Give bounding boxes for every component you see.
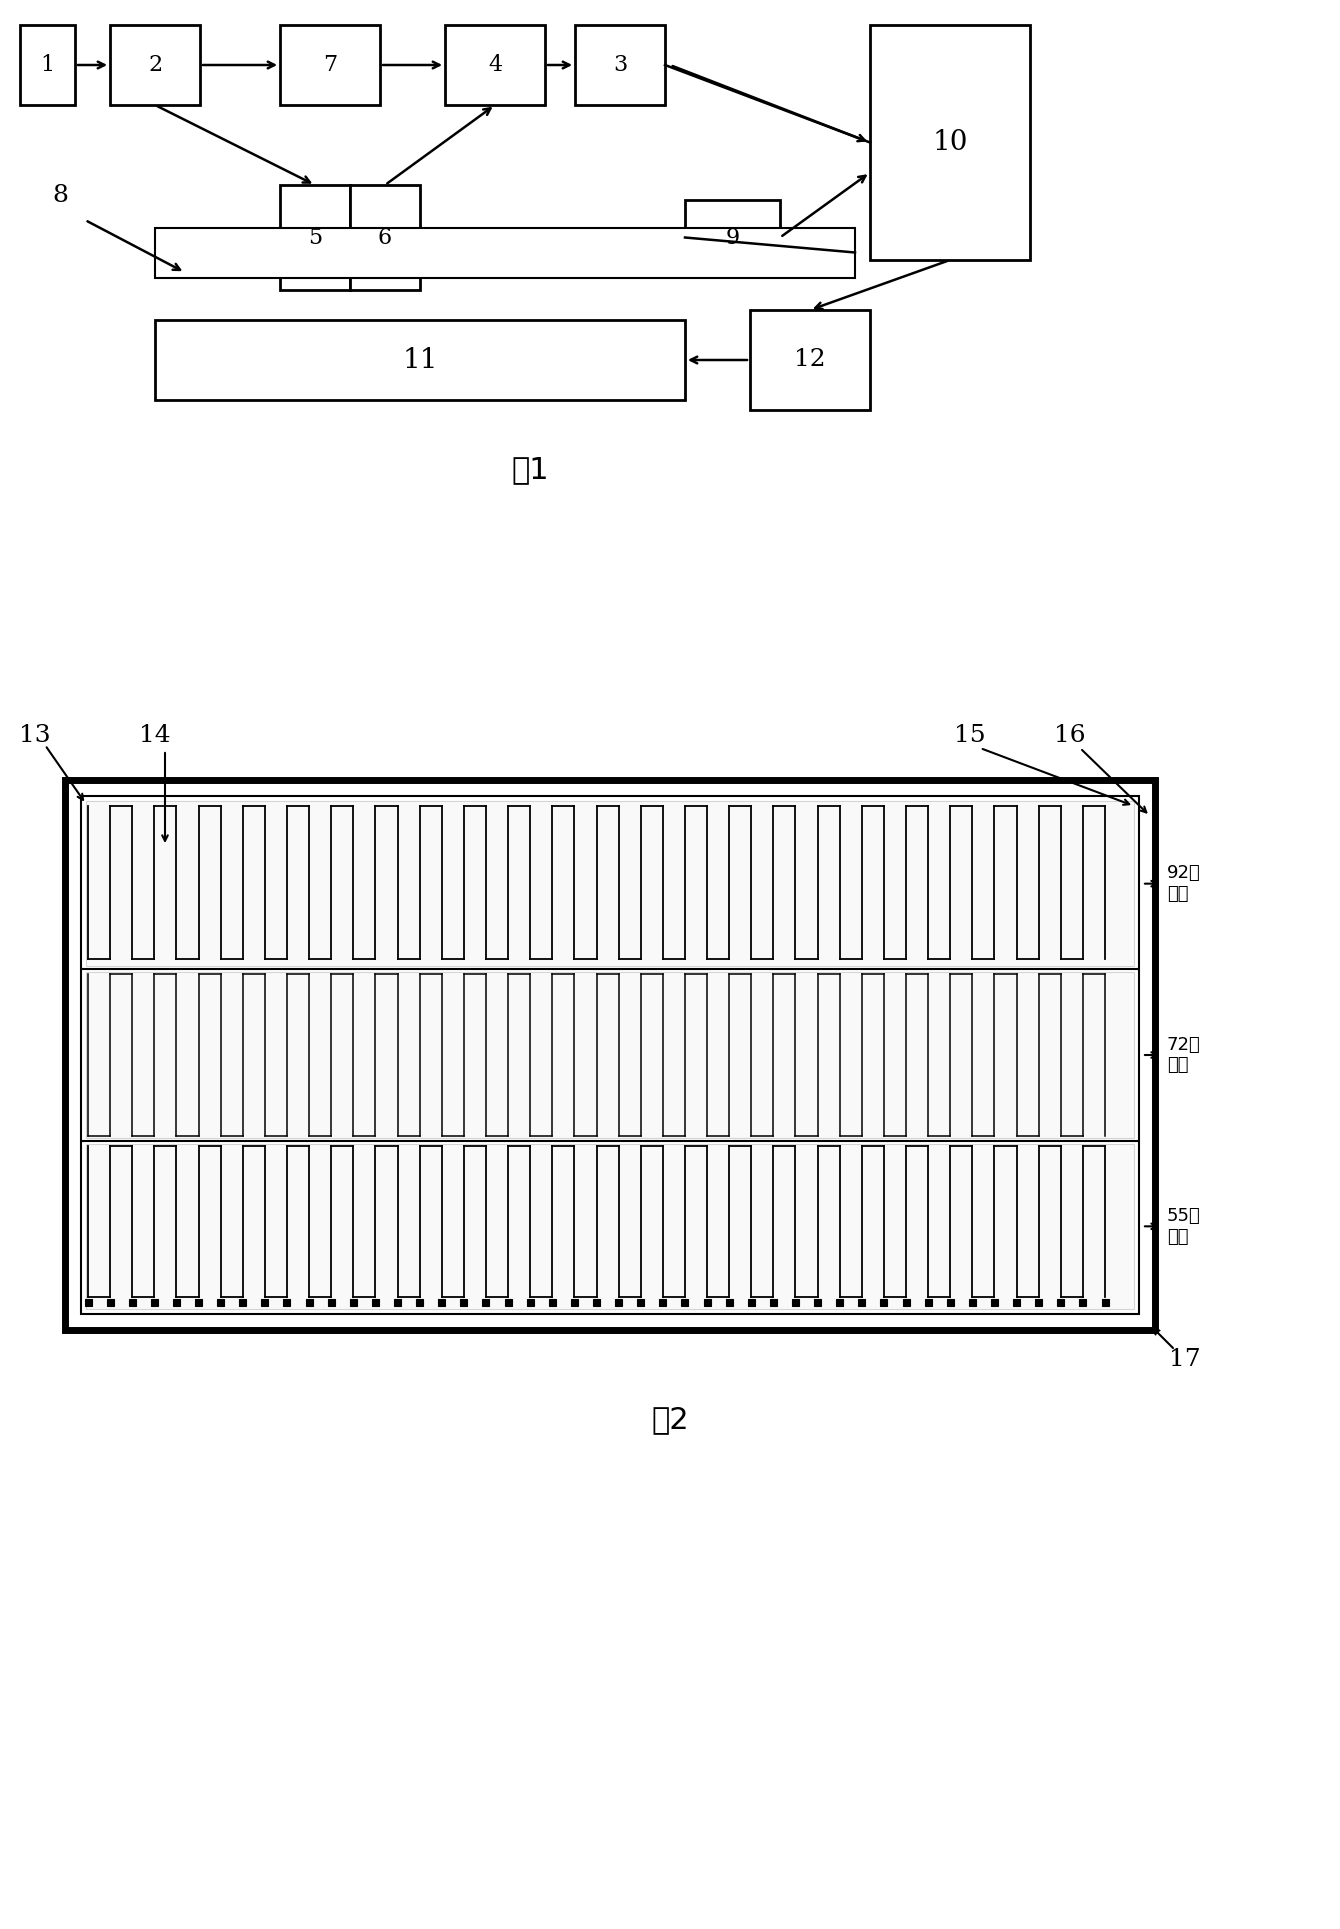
- Bar: [726, 1298, 733, 1306]
- Bar: [20, 25, 75, 104]
- Bar: [240, 1298, 247, 1306]
- Bar: [947, 1298, 954, 1306]
- Bar: [859, 1298, 866, 1306]
- Bar: [903, 1298, 910, 1306]
- Bar: [196, 1298, 202, 1306]
- Bar: [549, 1298, 556, 1306]
- Text: 7: 7: [323, 54, 338, 75]
- Text: 72度
温区: 72度 温区: [1167, 1036, 1201, 1074]
- Text: 92度
温区: 92度 温区: [1167, 864, 1201, 903]
- Bar: [155, 228, 855, 278]
- Bar: [394, 1298, 401, 1306]
- Bar: [925, 1298, 931, 1306]
- Text: 16: 16: [1055, 723, 1085, 747]
- Bar: [704, 1298, 710, 1306]
- Bar: [306, 1298, 312, 1306]
- Bar: [151, 1298, 158, 1306]
- Bar: [328, 1298, 335, 1306]
- Bar: [527, 1298, 533, 1306]
- Text: 10: 10: [933, 129, 967, 156]
- Text: 图2: 图2: [651, 1406, 689, 1435]
- Text: 15: 15: [954, 723, 986, 747]
- Bar: [836, 1298, 843, 1306]
- Bar: [445, 25, 545, 104]
- Text: 17: 17: [1170, 1348, 1201, 1372]
- Text: 13: 13: [19, 723, 51, 747]
- Text: 1: 1: [40, 54, 55, 75]
- Bar: [659, 1298, 666, 1306]
- Bar: [107, 1298, 114, 1306]
- Bar: [505, 1298, 512, 1306]
- Bar: [750, 311, 870, 411]
- Bar: [1057, 1298, 1064, 1306]
- Bar: [350, 185, 419, 289]
- Text: 3: 3: [612, 54, 627, 75]
- Bar: [373, 1298, 379, 1306]
- Bar: [280, 185, 350, 289]
- Bar: [682, 1298, 689, 1306]
- Bar: [685, 201, 780, 276]
- Bar: [84, 1298, 91, 1306]
- Bar: [417, 1298, 423, 1306]
- Bar: [748, 1298, 754, 1306]
- Text: 55度
温区: 55度 温区: [1167, 1208, 1201, 1246]
- Text: 8: 8: [52, 183, 68, 206]
- Bar: [80, 797, 1139, 1314]
- Text: 5: 5: [308, 226, 322, 249]
- Bar: [129, 1298, 135, 1306]
- Bar: [870, 25, 1030, 260]
- Bar: [770, 1298, 777, 1306]
- Bar: [969, 1298, 976, 1306]
- Bar: [284, 1298, 291, 1306]
- Bar: [482, 1298, 489, 1306]
- Bar: [1036, 1298, 1043, 1306]
- Bar: [815, 1298, 821, 1306]
- Bar: [638, 1298, 645, 1306]
- Bar: [571, 1298, 578, 1306]
- Bar: [217, 1298, 224, 1306]
- Bar: [280, 25, 381, 104]
- Bar: [792, 1298, 799, 1306]
- Bar: [350, 1298, 356, 1306]
- Bar: [1080, 1298, 1087, 1306]
- Bar: [1101, 1298, 1108, 1306]
- Bar: [261, 1298, 268, 1306]
- Text: 6: 6: [378, 226, 393, 249]
- Text: 14: 14: [139, 723, 170, 747]
- Text: 图1: 图1: [511, 455, 549, 484]
- Bar: [155, 320, 685, 399]
- Bar: [461, 1298, 468, 1306]
- Bar: [86, 972, 1134, 1138]
- Bar: [110, 25, 200, 104]
- Bar: [615, 1298, 622, 1306]
- Bar: [438, 1298, 445, 1306]
- Bar: [594, 1298, 600, 1306]
- Bar: [66, 779, 1155, 1329]
- Bar: [1013, 1298, 1020, 1306]
- Bar: [992, 1298, 998, 1306]
- Text: 12: 12: [795, 349, 825, 372]
- Bar: [173, 1298, 180, 1306]
- Bar: [86, 1144, 1134, 1310]
- Text: 4: 4: [488, 54, 502, 75]
- Text: 11: 11: [402, 347, 438, 374]
- Bar: [575, 25, 665, 104]
- Text: 2: 2: [147, 54, 162, 75]
- Bar: [880, 1298, 887, 1306]
- Text: 9: 9: [725, 226, 740, 249]
- Bar: [86, 801, 1134, 966]
